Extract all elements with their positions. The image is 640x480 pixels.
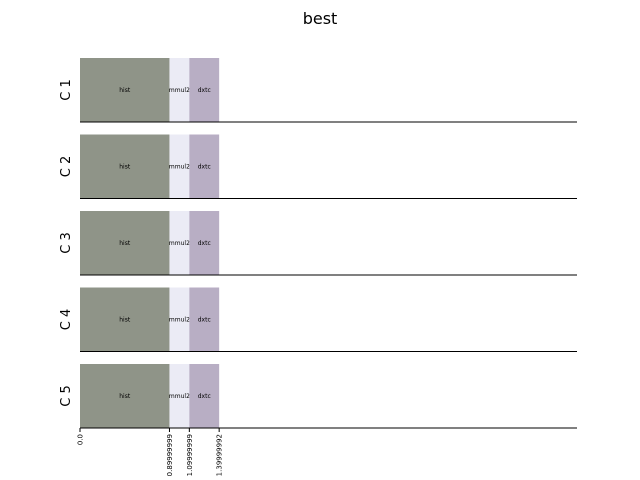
- segment-label: hist: [119, 240, 131, 247]
- row-label: C 5: [59, 385, 74, 406]
- segment-bar: [169, 134, 190, 199]
- segment-label: dxtc: [198, 87, 211, 94]
- chart-row: hist mmul2 dxtc C 4: [59, 287, 577, 352]
- segment-bar: [189, 58, 220, 122]
- segment-label: dxtc: [198, 240, 211, 247]
- chart-row: hist mmul2 dxtc C 1: [59, 58, 577, 123]
- segment-label: mmul2: [169, 164, 190, 171]
- chart-title: best: [303, 9, 338, 28]
- segment-label: hist: [119, 317, 131, 324]
- segment-bar: [80, 364, 170, 428]
- segment-label: hist: [119, 164, 131, 171]
- segment-bar: [169, 58, 190, 122]
- segment-label: mmul2: [169, 317, 190, 324]
- segment-bar: [80, 211, 170, 275]
- chart-row: hist mmul2 dxtc C 5: [59, 364, 577, 429]
- segment-bar: [189, 134, 220, 199]
- segment-label: mmul2: [169, 393, 190, 400]
- row-label: C 3: [59, 232, 74, 253]
- x-tick-label: 1.09999999: [186, 434, 194, 476]
- segment-label: hist: [119, 393, 131, 400]
- chart-row: hist mmul2 dxtc C 2: [59, 134, 577, 199]
- x-tick-label: 1.39999992: [216, 434, 224, 476]
- row-label: C 2: [59, 156, 74, 177]
- segment-bar: [189, 364, 220, 428]
- segment-label: mmul2: [169, 240, 190, 247]
- x-axis: 0.0 0.89999999 1.09999999 1.39999992: [77, 428, 224, 476]
- chart-rows: hist mmul2 dxtc C 1 hist mmul2 dxtc C 2 hist mmul…: [59, 58, 577, 429]
- row-label: C 4: [59, 309, 74, 330]
- segment-label: mmul2: [169, 87, 190, 94]
- segment-bar: [189, 211, 220, 275]
- segment-label: dxtc: [198, 393, 211, 400]
- segment-bar: [80, 58, 170, 122]
- segment-label: dxtc: [198, 317, 211, 324]
- x-tick-label: 0.89999999: [166, 434, 174, 476]
- segment-label: dxtc: [198, 164, 211, 171]
- chart-row: hist mmul2 dxtc C 3: [59, 211, 577, 276]
- segment-bar: [80, 134, 170, 199]
- segment-bar: [169, 364, 190, 428]
- segment-bar: [189, 287, 220, 352]
- segment-bar: [169, 211, 190, 275]
- row-label: C 1: [59, 79, 74, 100]
- segment-bar: [169, 287, 190, 352]
- x-tick-label: 0.0: [77, 434, 85, 445]
- segment-bar: [80, 287, 170, 352]
- segment-label: hist: [119, 87, 131, 94]
